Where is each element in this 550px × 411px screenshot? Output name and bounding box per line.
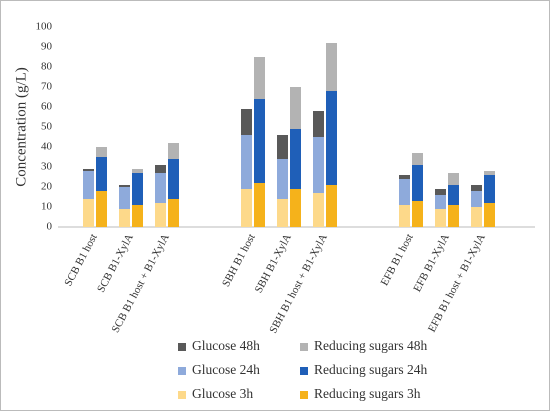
bar	[168, 159, 179, 227]
legend-swatch	[300, 391, 308, 399]
bar	[277, 199, 288, 227]
bar	[241, 135, 252, 227]
bar	[277, 159, 288, 227]
bar	[471, 207, 482, 227]
legend-label: Reducing sugars 3h	[314, 386, 421, 401]
bar	[168, 199, 179, 227]
bar	[412, 165, 423, 227]
bar	[484, 175, 495, 227]
y-tick-label: 20	[41, 181, 53, 193]
bar	[399, 205, 410, 227]
bar	[326, 91, 337, 227]
y-tick-label: 0	[47, 221, 53, 233]
bar	[326, 185, 337, 227]
bar	[132, 173, 143, 227]
legend-label: Reducing sugars 48h	[314, 338, 427, 353]
legend-swatch	[178, 343, 186, 351]
y-tick-label: 50	[41, 121, 53, 133]
y-tick-label: 90	[41, 41, 53, 53]
y-tick-label: 10	[41, 201, 53, 213]
legend-swatch	[300, 367, 308, 375]
bar	[155, 203, 166, 227]
y-tick-label: 80	[41, 61, 53, 73]
bar	[290, 129, 301, 227]
bar	[83, 199, 94, 227]
bar	[119, 209, 130, 227]
bar	[254, 99, 265, 227]
legend-label: Glucose 3h	[192, 386, 253, 401]
bar	[313, 137, 324, 227]
y-tick-label: 30	[41, 161, 53, 173]
bar	[119, 187, 130, 227]
legend-swatch	[178, 391, 186, 399]
y-axis-label: Concentration (g/L)	[13, 67, 29, 187]
y-tick-label: 70	[41, 81, 53, 93]
legend-label: Glucose 24h	[192, 362, 260, 377]
bar	[132, 205, 143, 227]
bar	[435, 209, 446, 227]
legend-label: Glucose 48h	[192, 338, 260, 353]
bar	[399, 179, 410, 227]
bar	[484, 203, 495, 227]
bar	[313, 193, 324, 227]
legend-label: Reducing sugars 24h	[314, 362, 427, 377]
bar	[290, 189, 301, 227]
bar	[96, 191, 107, 227]
y-tick-label: 60	[41, 101, 53, 113]
bar	[254, 183, 265, 227]
y-tick-label: 40	[41, 141, 53, 153]
y-tick-label: 100	[36, 21, 53, 33]
bar	[448, 205, 459, 227]
legend-swatch	[300, 343, 308, 351]
bar	[241, 189, 252, 227]
bar	[155, 173, 166, 227]
bar	[412, 201, 423, 227]
legend-swatch	[178, 367, 186, 375]
